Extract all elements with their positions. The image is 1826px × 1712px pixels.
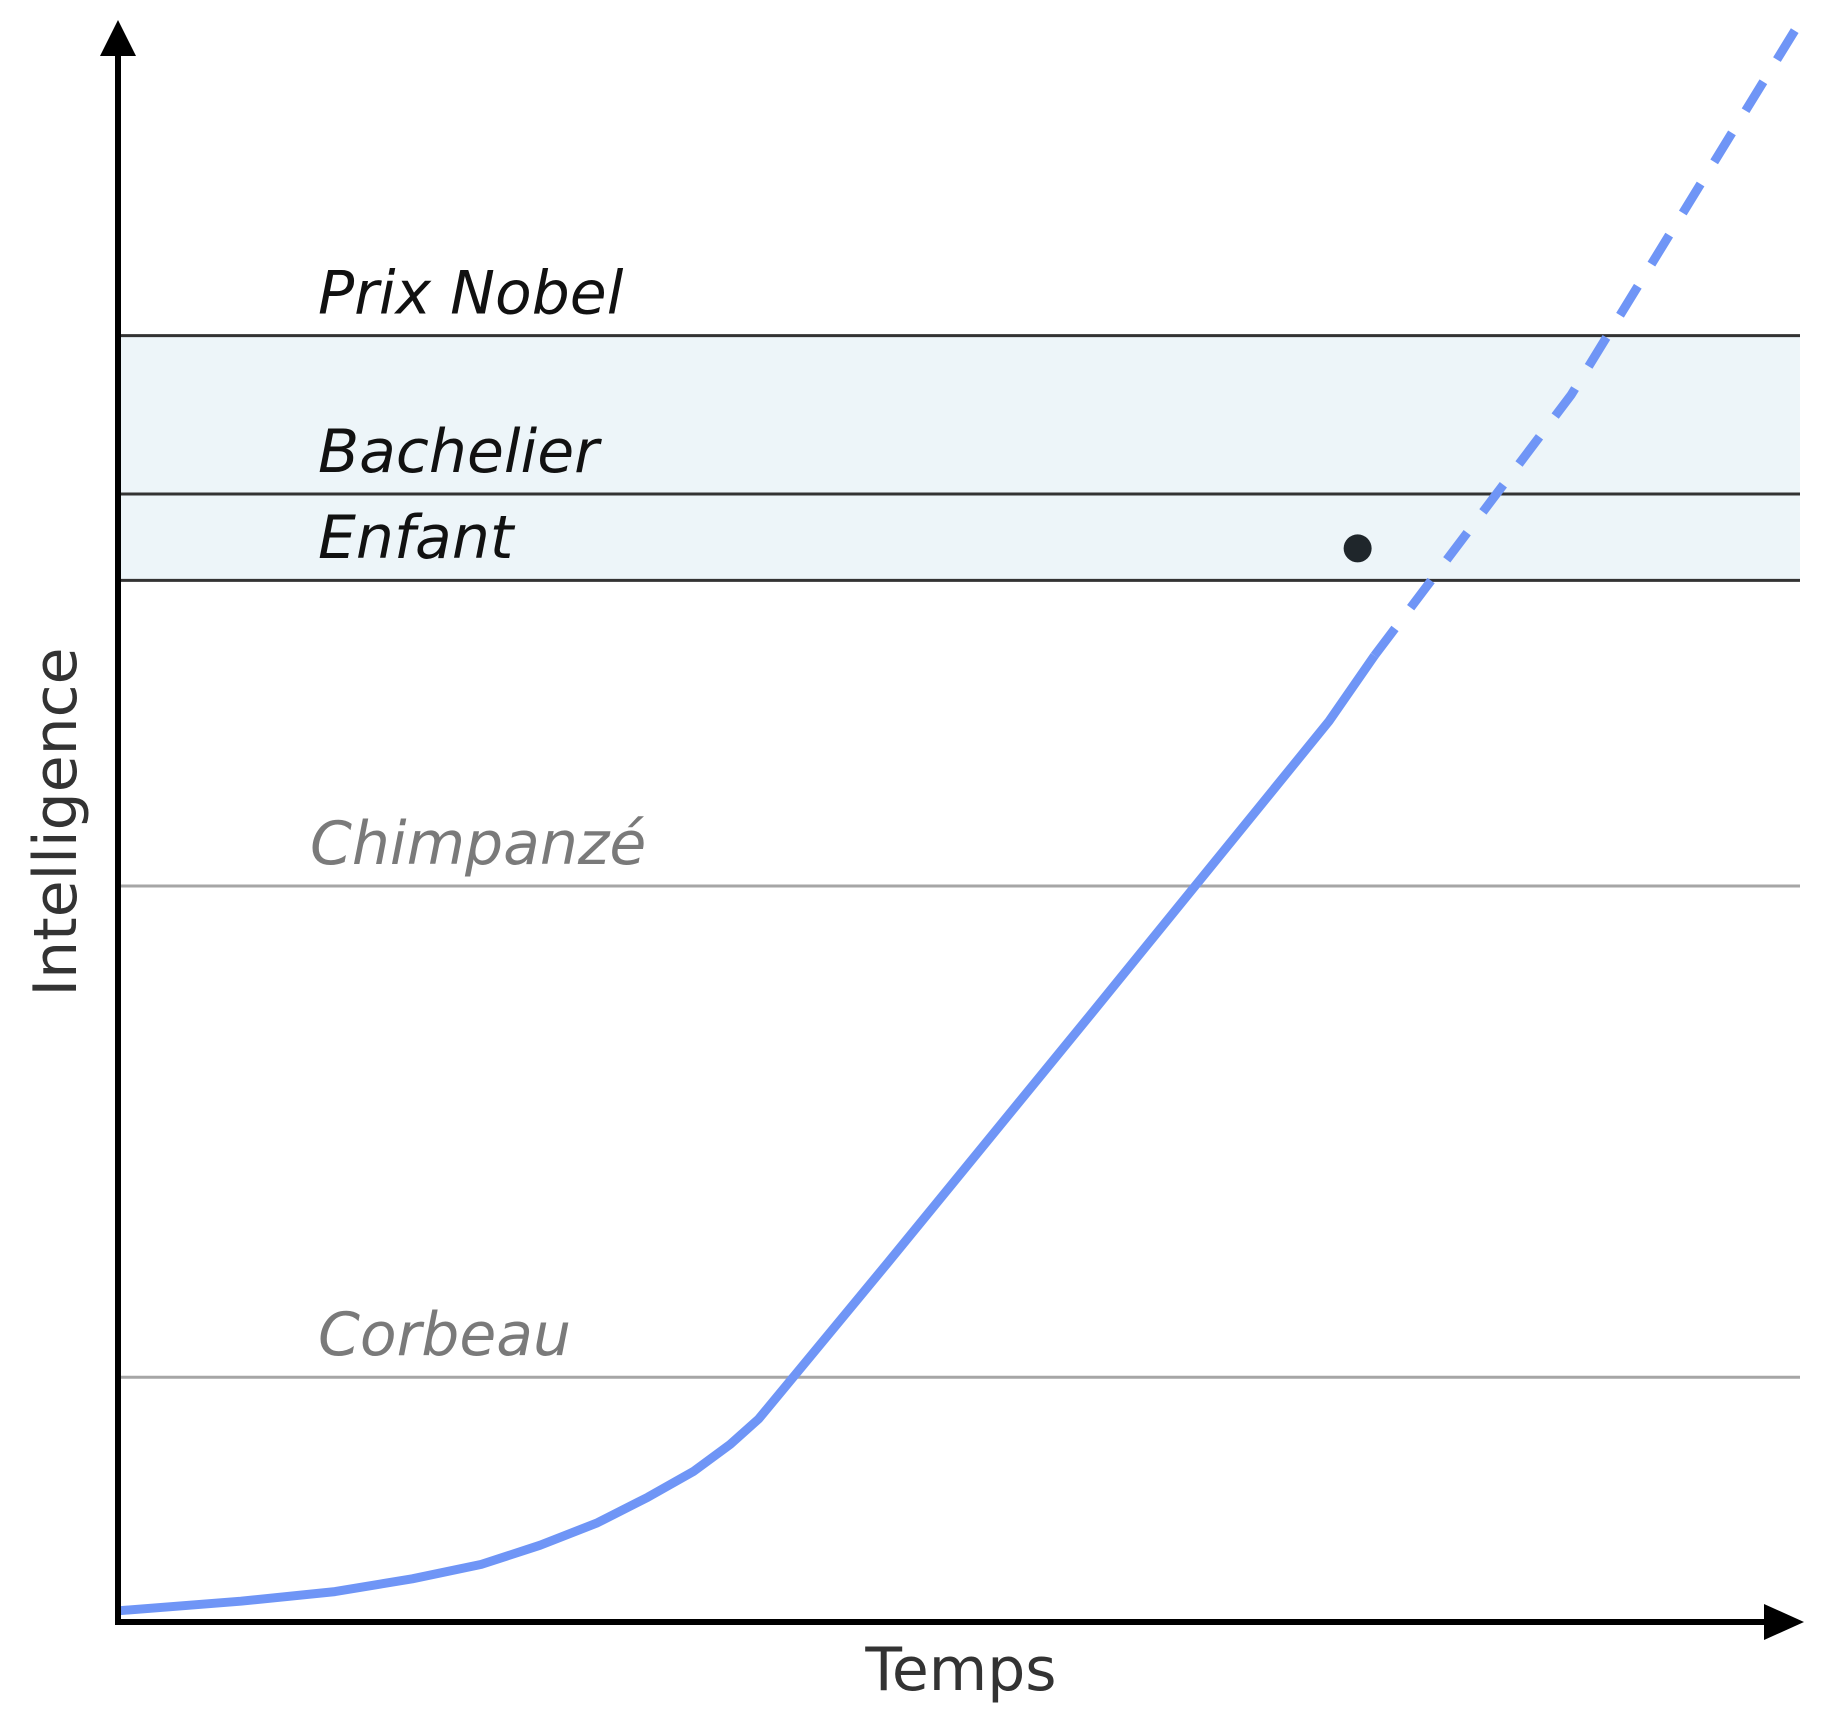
projection-dashed-line — [1370, 19, 1804, 659]
level-lines-layer — [118, 334, 1800, 1379]
level-label-enfant: Enfant — [318, 503, 516, 573]
current-point-marker — [1343, 534, 1372, 563]
level-label-bachelier: Bachelier — [318, 417, 602, 487]
level-label-prix-nobel: Prix Nobel — [318, 259, 624, 329]
axes-layer — [100, 20, 1804, 1640]
x-axis-title: Temps — [864, 1635, 1056, 1705]
progress-curve — [117, 653, 1379, 1616]
level-label-corbeau: Corbeau — [318, 1300, 571, 1370]
curve-layer — [117, 19, 1804, 1616]
y-axis-title: Intelligence — [21, 647, 91, 996]
y-axis-arrow-icon — [100, 20, 136, 56]
x-axis-arrow-icon — [1764, 1604, 1804, 1640]
labels-layer: Corbeau Chimpanzé Enfant Bachelier Prix Nobe… — [21, 259, 1057, 1705]
level-label-chimpanze: Chimpanzé — [310, 809, 646, 879]
